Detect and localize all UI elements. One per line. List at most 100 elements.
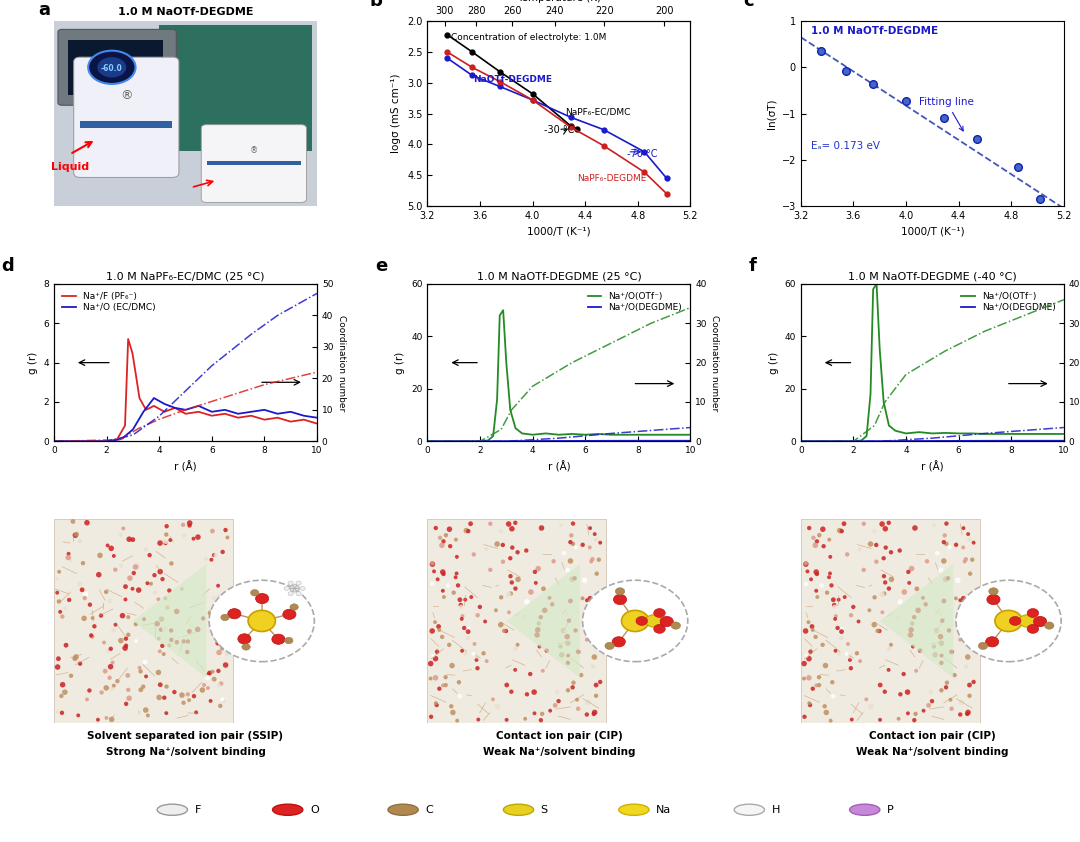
Point (564, 537, 581, 551)
Point (214, 642, 231, 655)
Point (449, 578, 467, 592)
Point (434, 565, 451, 578)
Point (428, 698, 445, 711)
Point (429, 573, 446, 586)
Y-axis label: Coordination number: Coordination number (337, 315, 346, 411)
Circle shape (671, 622, 680, 629)
Point (183, 619, 200, 632)
Point (71, 657, 89, 670)
Point (892, 595, 909, 609)
Point (966, 536, 983, 550)
Point (153, 573, 171, 586)
Point (814, 522, 832, 536)
Point (532, 713, 550, 727)
Point (92, 549, 109, 562)
Point (500, 517, 517, 530)
Point (153, 639, 171, 653)
Point (105, 623, 122, 637)
Point (590, 553, 607, 567)
Point (180, 694, 198, 707)
Point (495, 555, 512, 568)
X-axis label: r (Å): r (Å) (548, 461, 570, 472)
Point (592, 675, 609, 689)
Point (503, 541, 521, 554)
Point (469, 609, 486, 622)
Point (468, 649, 485, 663)
Point (85, 620, 103, 633)
Point (117, 580, 134, 594)
Point (456, 621, 473, 635)
Text: O: O (310, 805, 319, 815)
Point (210, 664, 227, 678)
Point (198, 552, 215, 566)
Point (52, 605, 69, 619)
Point (152, 623, 170, 637)
Point (162, 624, 179, 637)
Point (175, 518, 192, 531)
Point (590, 589, 607, 602)
Point (151, 645, 168, 658)
Point (430, 620, 447, 633)
Circle shape (978, 642, 988, 649)
Point (935, 554, 953, 568)
Point (441, 522, 458, 536)
Point (195, 679, 213, 692)
Point (922, 685, 940, 699)
Point (917, 598, 934, 611)
Point (475, 647, 492, 660)
Point (821, 533, 838, 546)
Text: Eₐ= 0.173 eV: Eₐ= 0.173 eV (811, 141, 880, 151)
Point (821, 571, 838, 584)
Point (851, 654, 868, 668)
Point (801, 698, 819, 711)
Point (798, 649, 815, 663)
Point (584, 552, 602, 566)
Point (67, 650, 84, 663)
Point (534, 707, 551, 721)
Point (210, 579, 227, 593)
Point (530, 616, 548, 630)
Point (427, 652, 444, 665)
Text: F: F (194, 805, 201, 815)
Point (124, 533, 141, 546)
Text: 1.0 M NaOTf-DEGDME: 1.0 M NaOTf-DEGDME (118, 8, 253, 18)
Point (107, 563, 124, 577)
Point (114, 522, 132, 536)
Point (138, 577, 156, 590)
Title: 1.0 M NaPF₆-EC/DMC (25 °C): 1.0 M NaPF₆-EC/DMC (25 °C) (106, 272, 265, 282)
Point (867, 538, 885, 552)
Point (468, 653, 485, 667)
Point (54, 678, 71, 691)
Point (935, 594, 953, 608)
Point (805, 682, 822, 695)
Y-axis label: g (r): g (r) (395, 351, 405, 374)
Point (509, 638, 526, 652)
Title: 1.0 M NaOTf-DEGDME (25 °C): 1.0 M NaOTf-DEGDME (25 °C) (476, 272, 642, 282)
Point (150, 593, 167, 606)
Point (445, 586, 462, 600)
FancyBboxPatch shape (68, 40, 163, 95)
Point (507, 516, 524, 530)
Point (150, 666, 167, 679)
Point (503, 576, 521, 589)
Point (545, 555, 563, 568)
Point (559, 684, 577, 697)
Point (564, 680, 581, 694)
Point (125, 567, 143, 580)
Point (431, 531, 448, 545)
Point (214, 693, 231, 706)
Point (940, 572, 957, 585)
Text: C: C (426, 805, 433, 815)
Point (158, 536, 175, 549)
Point (502, 587, 519, 600)
Point (531, 640, 549, 653)
Point (151, 678, 168, 691)
Point (890, 712, 907, 726)
FancyBboxPatch shape (206, 161, 301, 165)
Point (822, 714, 839, 727)
Point (841, 653, 859, 667)
Point (454, 610, 471, 623)
Point (866, 590, 883, 604)
Point (151, 536, 168, 550)
Point (427, 521, 444, 535)
